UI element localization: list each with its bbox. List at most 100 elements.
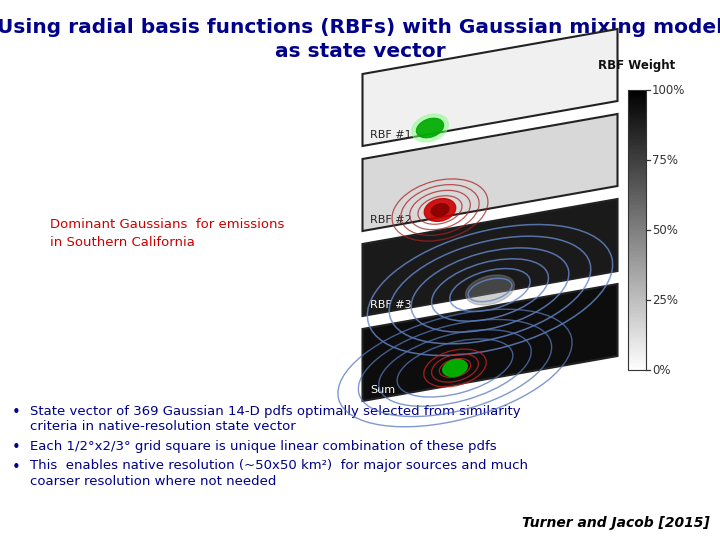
Bar — [628, 138, 646, 139]
Bar — [628, 341, 646, 342]
Bar — [628, 362, 646, 363]
Bar — [628, 161, 646, 163]
Bar — [628, 154, 646, 156]
Bar — [628, 321, 646, 322]
Bar — [628, 220, 646, 221]
Text: RBF #2: RBF #2 — [371, 215, 413, 225]
Bar — [628, 356, 646, 357]
Bar — [628, 168, 646, 170]
Text: 75%: 75% — [652, 153, 678, 166]
Bar — [628, 212, 646, 213]
Bar — [628, 264, 646, 265]
Bar — [628, 209, 646, 211]
Bar — [628, 268, 646, 269]
Bar — [628, 124, 646, 125]
Bar — [628, 227, 646, 228]
Text: 0%: 0% — [652, 363, 670, 376]
Polygon shape — [362, 114, 618, 231]
Bar — [628, 254, 646, 255]
Bar — [628, 287, 646, 289]
Bar — [628, 101, 646, 103]
Bar — [628, 152, 646, 153]
Bar — [628, 214, 646, 216]
Bar — [628, 352, 646, 353]
Bar — [628, 335, 646, 336]
Bar — [628, 213, 646, 214]
Text: coarser resolution where not needed: coarser resolution where not needed — [30, 475, 276, 488]
Bar — [628, 177, 646, 178]
Bar — [628, 166, 646, 167]
Bar — [628, 98, 646, 100]
Bar — [628, 226, 646, 227]
Bar — [628, 286, 646, 287]
Bar — [628, 129, 646, 131]
Bar — [628, 349, 646, 350]
Bar — [628, 238, 646, 240]
Bar — [628, 221, 646, 223]
Bar — [628, 325, 646, 327]
Bar — [628, 167, 646, 168]
Text: Each 1/2°x2/3° grid square is unique linear combination of these pdfs: Each 1/2°x2/3° grid square is unique lin… — [30, 440, 497, 453]
Bar — [628, 173, 646, 174]
Bar — [628, 211, 646, 212]
Bar — [628, 145, 646, 146]
Bar — [628, 271, 646, 272]
Bar — [628, 308, 646, 310]
Bar — [628, 300, 646, 301]
Bar — [628, 183, 646, 184]
Bar — [628, 107, 646, 108]
Ellipse shape — [431, 204, 449, 216]
Bar — [628, 247, 646, 248]
Bar — [628, 94, 646, 96]
Bar — [628, 150, 646, 152]
Bar — [628, 269, 646, 271]
Bar — [628, 119, 646, 121]
Bar — [628, 100, 646, 101]
Bar — [628, 343, 646, 345]
Bar — [628, 96, 646, 97]
Bar — [628, 159, 646, 160]
Bar — [628, 332, 646, 334]
Bar — [628, 187, 646, 188]
Text: •: • — [12, 405, 21, 420]
Text: •: • — [12, 460, 21, 475]
Bar — [628, 367, 646, 369]
Bar — [628, 306, 646, 307]
Bar — [628, 135, 646, 136]
Bar — [628, 296, 646, 297]
Polygon shape — [362, 199, 618, 316]
Bar — [628, 234, 646, 235]
Bar — [628, 178, 646, 180]
Bar — [628, 262, 646, 264]
Bar — [628, 118, 646, 119]
Bar — [628, 160, 646, 161]
Bar — [628, 218, 646, 219]
Text: RBF #1: RBF #1 — [371, 130, 412, 140]
Ellipse shape — [412, 114, 449, 142]
Bar — [628, 194, 646, 195]
Bar — [628, 122, 646, 124]
Bar — [628, 357, 646, 359]
Bar — [628, 139, 646, 140]
Bar — [628, 327, 646, 328]
Bar — [628, 339, 646, 341]
Bar — [628, 310, 646, 311]
Bar — [628, 205, 646, 206]
Bar — [628, 307, 646, 308]
Bar — [628, 216, 646, 218]
Bar — [628, 149, 646, 150]
Bar — [628, 290, 646, 292]
Bar — [628, 283, 646, 285]
Bar — [628, 324, 646, 325]
Bar — [628, 317, 646, 318]
Bar — [628, 199, 646, 200]
Bar — [628, 115, 646, 117]
Bar — [628, 353, 646, 355]
Bar — [628, 233, 646, 234]
Bar — [628, 143, 646, 145]
Bar — [628, 126, 646, 128]
Bar — [628, 276, 646, 278]
Bar — [628, 142, 646, 143]
Text: State vector of 369 Gaussian 14-D pdfs optimally selected from similarity: State vector of 369 Gaussian 14-D pdfs o… — [30, 405, 521, 418]
Bar — [628, 334, 646, 335]
